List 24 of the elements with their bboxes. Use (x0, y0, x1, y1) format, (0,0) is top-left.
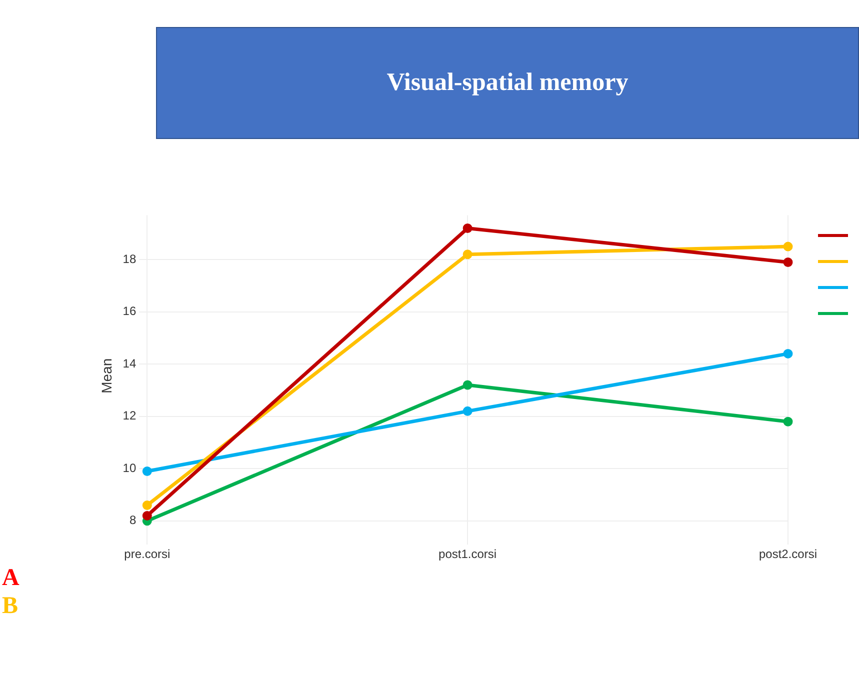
y-tick-label: 8 (129, 513, 136, 528)
point (783, 348, 793, 358)
point (783, 416, 793, 426)
x-tick-label: post1.corsi (438, 547, 497, 562)
y-tick-label: 18 (122, 252, 136, 266)
point (142, 500, 152, 510)
text: B (2, 593, 18, 620)
y-tick-label: 10 (122, 460, 136, 475)
point (462, 224, 472, 234)
y-axis-title: Mean (98, 358, 114, 394)
point (462, 250, 472, 260)
y-tick-label: 16 (122, 304, 136, 318)
point (462, 406, 472, 416)
x-tick-label: post2.corsi (758, 547, 818, 562)
point (142, 510, 152, 520)
point (142, 466, 152, 476)
x-tick-label: pre.corsi (124, 547, 170, 562)
point (462, 380, 472, 390)
chart-title: Visual-spatial memory (156, 27, 859, 139)
text: A (2, 565, 20, 592)
point (783, 257, 793, 267)
point (783, 242, 793, 252)
y-tick-label: 14 (122, 356, 136, 370)
y-tick-label: 12 (122, 408, 136, 423)
